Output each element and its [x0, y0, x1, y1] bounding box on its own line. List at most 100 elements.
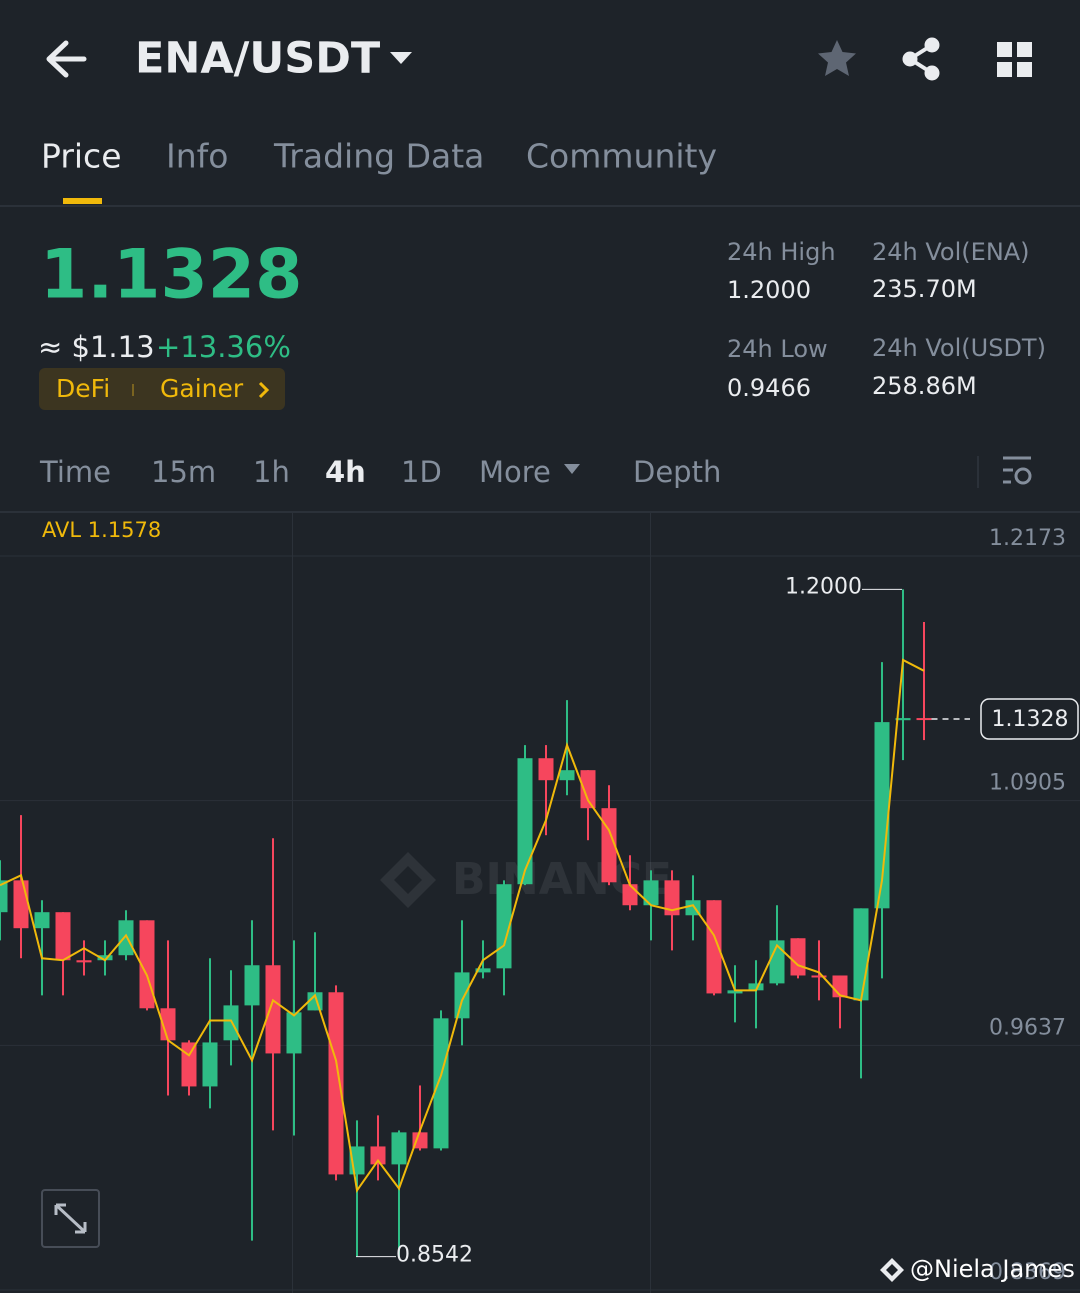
divider	[0, 511, 1080, 513]
tag: Gainer	[160, 374, 244, 403]
candle-body	[223, 1005, 239, 1041]
pair-caret[interactable]	[390, 52, 412, 64]
expand-icon	[54, 1203, 87, 1234]
candle-body	[34, 912, 50, 929]
grid-square	[1017, 62, 1032, 77]
candle-body	[895, 718, 911, 721]
tag-background	[39, 368, 285, 410]
candle-body	[664, 880, 680, 916]
candle-body	[391, 1132, 407, 1165]
tag: DeFi	[56, 374, 110, 403]
pair-title[interactable]: ENA/USDT	[135, 34, 381, 84]
candle-body	[328, 992, 344, 1175]
interval[interactable]: 1D	[401, 455, 442, 489]
candle-body	[874, 722, 890, 909]
divider	[0, 205, 1080, 207]
candle-body	[244, 965, 260, 1006]
grid-square	[1017, 42, 1032, 57]
candle-body	[643, 880, 659, 906]
interval[interactable]: 1h	[253, 455, 290, 489]
y-tick-label: 0.9637	[989, 1015, 1066, 1040]
candle-chart: 0.8369 0.9637 1.0905 1.2173 1.2000 0.8542 1.13…	[0, 526, 1080, 1291]
ma-line	[0, 658, 925, 1194]
candle-body	[517, 758, 533, 885]
tag-chevron	[258, 381, 270, 399]
indicator-value: 1.1578	[88, 518, 161, 542]
watermark-text: BINANCE	[452, 854, 672, 905]
settings-lines	[1003, 456, 1031, 484]
candle-body	[55, 912, 71, 961]
tag-separator	[132, 384, 134, 396]
candle-body	[706, 900, 722, 994]
grid-square	[997, 62, 1012, 77]
candle-body	[265, 965, 281, 1054]
y-tick-label: 1.2173	[989, 526, 1066, 551]
candle-body	[454, 972, 470, 1019]
interval[interactable]: Depth	[633, 455, 721, 489]
tab[interactable]: Trading Data	[273, 137, 484, 176]
chart-settings-icon[interactable]	[1003, 456, 1032, 485]
interval[interactable]: 4h	[325, 455, 366, 489]
stat-value: 0.9466	[727, 374, 811, 402]
candle-body	[727, 990, 743, 994]
last-price: 1.1328	[40, 236, 302, 315]
high-label: 1.2000	[785, 574, 862, 599]
candle-body	[76, 960, 92, 963]
y-tick-label: 0.8369	[989, 1260, 1066, 1285]
last-price-box	[980, 698, 1079, 740]
stat-value: 258.86M	[872, 372, 977, 400]
back-button[interactable]	[46, 40, 87, 78]
candle-body	[433, 1018, 449, 1149]
tag-chip[interactable]: DeFi Gainer	[39, 368, 285, 410]
stat-label: 24h Vol(ENA)	[872, 238, 1030, 266]
indicator-name: AVL	[42, 518, 81, 542]
candle-body	[118, 920, 134, 956]
candle-body	[811, 975, 827, 978]
stat-label: 24h Vol(USDT)	[872, 334, 1046, 362]
interval[interactable]: Time	[39, 455, 111, 489]
candle-body	[97, 955, 113, 961]
candle-body	[622, 884, 638, 906]
usd-price: ≈ $1.13	[38, 330, 155, 364]
stat-value: 235.70M	[872, 275, 977, 303]
stat-label: 24h High	[727, 238, 836, 266]
low-label: 0.8542	[396, 1243, 473, 1268]
favorite-icon[interactable]	[818, 40, 856, 76]
last-price-label: 1.1328	[992, 707, 1069, 732]
credit-logo	[880, 1258, 904, 1282]
candle-body	[475, 968, 491, 973]
candle-body	[160, 1008, 176, 1041]
v-grid-line	[292, 513, 293, 1293]
candle-body	[748, 983, 764, 991]
candle-body	[202, 1042, 218, 1087]
candle-body	[412, 1132, 428, 1149]
tab[interactable]: Price	[41, 137, 122, 176]
candle-body	[538, 758, 554, 781]
interval[interactable]: 15m	[151, 455, 216, 489]
candle-body	[0, 880, 8, 913]
y-tick-label: 1.0905	[989, 771, 1066, 796]
grid-icon[interactable]	[997, 42, 1032, 77]
stat-value: 1.2000	[727, 276, 811, 304]
candle-body	[601, 808, 617, 883]
price-change: +13.36%	[156, 330, 291, 364]
stat-label: 24h Low	[727, 335, 828, 363]
candle-body	[916, 718, 932, 721]
candle-body	[559, 770, 575, 781]
interval[interactable]: More	[479, 455, 551, 489]
candle-body	[790, 938, 806, 976]
settings-gear	[1014, 467, 1032, 485]
expand-button[interactable]	[41, 1189, 100, 1248]
more-caret[interactable]	[564, 464, 580, 474]
candle-body	[13, 880, 29, 929]
tab[interactable]: Info	[166, 137, 228, 176]
candle-body	[370, 1146, 386, 1165]
tab[interactable]: Community	[526, 137, 717, 176]
share-icon[interactable]	[902, 37, 940, 81]
watermark-logo	[380, 852, 436, 908]
divider	[977, 456, 979, 488]
tab-underline	[63, 198, 102, 204]
